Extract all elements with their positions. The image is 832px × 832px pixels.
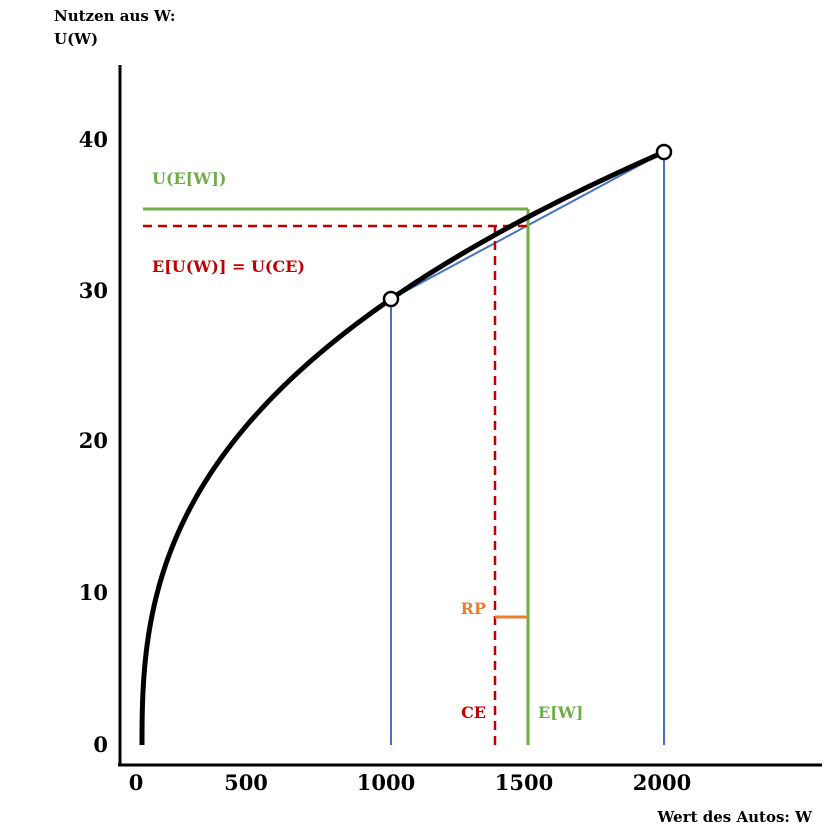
low-outcome-point	[382, 290, 400, 308]
x-tick-label: 1500	[495, 770, 553, 795]
x-tick-label: 0	[129, 770, 144, 795]
utility-curve	[139, 149, 666, 746]
ce-label: CE	[461, 703, 486, 722]
ew-label: E[W]	[538, 703, 583, 722]
x-tick-label: 2000	[633, 770, 691, 795]
y-tick-label: 0	[93, 732, 108, 757]
y-tick-label: 10	[79, 580, 108, 605]
y-tick-label: 40	[79, 127, 108, 152]
x-tick-label: 500	[224, 770, 268, 795]
u-ew-label: U(E[W])	[152, 169, 226, 188]
y-axis-title-line1: Nutzen aus W:	[54, 7, 175, 25]
y-tick-label: 20	[79, 428, 108, 453]
x-axis-title: Wert des Autos: W	[657, 808, 814, 826]
y-tick-label: 30	[79, 278, 108, 303]
expected-utility-label: E[U(W)] = U(CE)	[152, 257, 305, 276]
y-axis-title-line2: U(W)	[54, 30, 98, 48]
risk-premium-label: RP	[461, 599, 486, 618]
x-tick-label: 1000	[357, 770, 415, 795]
high-outcome-point	[655, 143, 673, 161]
